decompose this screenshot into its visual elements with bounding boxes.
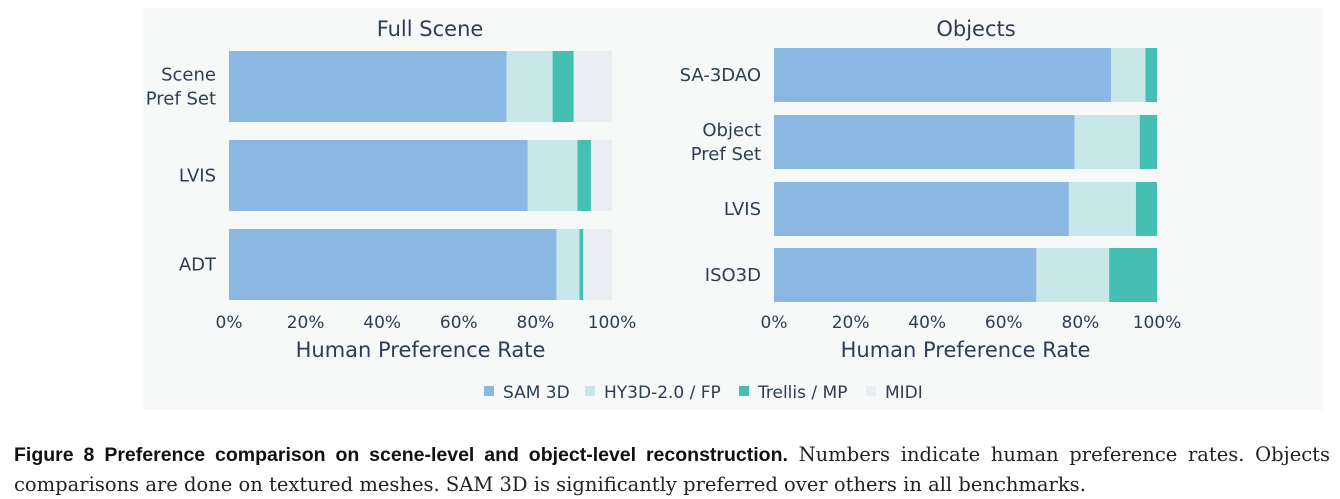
chart1-category-label-line: Pref Set	[146, 89, 216, 110]
chart2-bar-3-seg-2	[1068, 182, 1136, 236]
chart1-category-label-line: LVIS	[179, 166, 216, 187]
chart1-bar-1-seg-3	[552, 51, 574, 122]
chart1-bar-2-seg-2	[527, 140, 578, 211]
chart2-category-label: LVIS	[724, 199, 761, 220]
chart2-category-label-line: LVIS	[724, 199, 761, 220]
chart1-bar-3-seg-3	[579, 229, 584, 300]
chart1-x-tick-label: 40%	[363, 313, 401, 333]
chart2-x-tick-label: 60%	[985, 313, 1023, 333]
legend-swatch-1	[484, 386, 494, 396]
chart1-bar-1-seg-2	[506, 51, 553, 122]
chart2-category-label: ISO3D	[705, 265, 761, 286]
chart1-bar-1-seg-1	[229, 51, 507, 122]
chart2-bar-4-seg-3	[1109, 248, 1157, 302]
chart2-bar-4-seg-1	[774, 248, 1037, 302]
chart1-bar-3-seg-4	[583, 229, 612, 300]
chart1-category-label: Scene Pref Set	[146, 65, 216, 110]
legend-swatch-4	[866, 386, 876, 396]
chart2-x-axis-label: Human Preference Rate	[841, 338, 1091, 362]
caption-label: Figure 8	[14, 443, 95, 466]
chart2-category-label-line: ISO3D	[705, 265, 761, 286]
chart2-bar-2-seg-3	[1139, 115, 1157, 169]
figure-canvas: Full Scene Scene Pref Set LVIS ADT 0% 20% 40% 60…	[145, 17, 1182, 403]
chart2-category-label: Object Pref Set	[691, 120, 761, 165]
legend-swatch-3	[739, 386, 749, 396]
chart2-bar-3-seg-3	[1135, 182, 1157, 236]
chart2-bar-1-seg-1	[774, 48, 1112, 102]
preference-figure: Full Scene Scene Pref Set LVIS ADT 0% 20% 40% 60…	[145, 17, 1182, 403]
chart2-bar-1-seg-2	[1111, 48, 1146, 102]
chart1-bar-2-seg-1	[229, 140, 528, 211]
chart1-bar-3-seg-1	[229, 229, 557, 300]
chart1-x-tick-label: 80%	[517, 313, 555, 333]
chart1-x-axis-label: Human Preference Rate	[296, 338, 546, 362]
chart1-category-label-line: Scene	[161, 65, 216, 86]
chart2-bar-2-seg-1	[774, 115, 1075, 169]
chart2-bar-2-seg-2	[1074, 115, 1140, 169]
chart1-category-label-line: ADT	[179, 255, 217, 276]
chart2-category-label-line: Object	[702, 120, 761, 141]
chart2-bar-1-seg-3	[1145, 48, 1157, 102]
figure-caption: Figure 8 Preference comparison on scene-l…	[14, 440, 1330, 499]
chart2-category-label-line: Pref Set	[691, 144, 761, 165]
chart2-x-tick-label: 0%	[761, 313, 788, 333]
chart2-bar-3-seg-1	[774, 182, 1069, 236]
chart1-title: Full Scene	[377, 17, 484, 41]
legend-label-3: Trellis / MP	[757, 383, 847, 403]
legend-label-1: SAM 3D	[503, 383, 570, 403]
legend-label-2: HY3D-2.0 / FP	[604, 383, 721, 403]
chart2-x-tick-label: 40%	[908, 313, 946, 333]
chart1-bar-1-seg-4	[573, 51, 612, 122]
chart2-category-label: SA-3DAO	[680, 65, 761, 86]
chart2-x-tick-label: 80%	[1062, 313, 1100, 333]
chart1-category-label: LVIS	[179, 166, 216, 187]
chart1-bar-2-seg-3	[577, 140, 591, 211]
chart1-x-tick-label: 60%	[440, 313, 478, 333]
chart1-x-tick-label: 100%	[588, 313, 637, 333]
chart2-x-tick-label: 20%	[832, 313, 870, 333]
chart2-bar-4-seg-2	[1036, 248, 1110, 302]
chart1-category-label: ADT	[179, 255, 217, 276]
chart1-bar-2-seg-4	[590, 140, 612, 211]
chart2-title: Objects	[936, 17, 1015, 41]
caption-title: Preference comparison on scene-level and…	[104, 443, 788, 466]
chart2-category-label-line: SA-3DAO	[680, 65, 761, 86]
legend-swatch-2	[585, 386, 595, 396]
legend-label-4: MIDI	[885, 383, 923, 403]
chart2-x-tick-label: 100%	[1133, 313, 1182, 333]
chart1-x-tick-label: 0%	[216, 313, 243, 333]
chart1-bar-3-seg-2	[556, 229, 580, 300]
chart1-x-tick-label: 20%	[287, 313, 325, 333]
